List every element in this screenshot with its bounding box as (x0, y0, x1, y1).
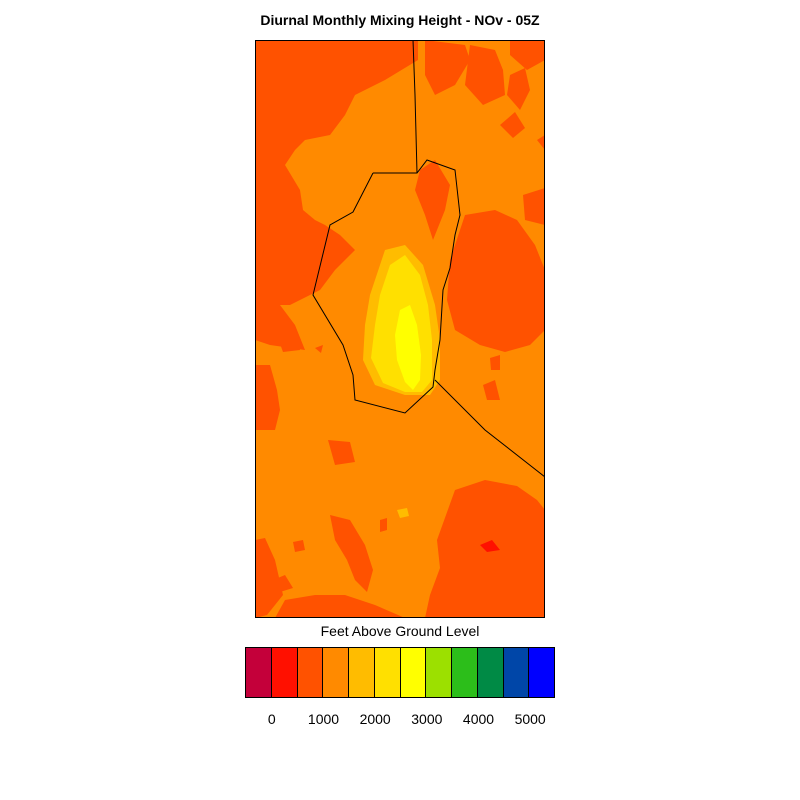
colorbar-swatch-1 (271, 648, 298, 697)
colorbar-tick-label: 2000 (359, 711, 391, 727)
colorbar (245, 647, 555, 698)
mixing-height-map (255, 40, 545, 618)
colorbar-tick-label: 1000 (307, 711, 340, 727)
colorbar-tick-label: 5000 (514, 711, 546, 727)
boundary-north (412, 40, 418, 174)
colorbar-swatch-0 (246, 648, 272, 697)
region-east-edge-2 (523, 188, 545, 225)
region-north (425, 40, 470, 95)
colorbar-swatch-3 (323, 648, 349, 697)
region-small-1 (328, 440, 355, 465)
lake-outline (312, 159, 461, 414)
colorbar-title: Feet Above Ground Level (320, 623, 480, 639)
boundary-lines (312, 40, 545, 478)
region-south-strip (275, 595, 405, 618)
region-red-spot (480, 540, 500, 552)
colorbar-swatch-5 (374, 648, 401, 697)
colorbar-swatch-7 (426, 648, 452, 697)
region-small-3 (483, 380, 500, 400)
colorbar-swatch-11 (529, 648, 554, 697)
colorbar-swatch-10 (503, 648, 530, 697)
region-nw (255, 40, 418, 305)
region-west-small (275, 330, 300, 352)
region-peak-height (395, 305, 421, 390)
colorbar-swatch-4 (349, 648, 375, 697)
colorbar-tick-label: 4000 (462, 711, 495, 727)
region-ne-blob (507, 68, 530, 110)
low-height-regions (255, 40, 545, 618)
region-small-6 (293, 540, 305, 552)
colorbar-swatch-8 (452, 648, 478, 697)
region-ne-small (500, 112, 525, 138)
colorbar-swatch-6 (400, 648, 427, 697)
region-center-north (415, 160, 450, 240)
colorbar-tick-label: 3000 (411, 711, 443, 727)
colorbar-tick-labels: 0 1000 2000 3000 4000 5000 (0, 711, 800, 731)
chart-title: Diurnal Monthly Mixing Height - NOv - 05… (260, 12, 540, 28)
region-mid-dot (397, 508, 409, 518)
region-small-2 (315, 345, 323, 353)
map-svg (255, 40, 545, 618)
region-small-5 (380, 518, 387, 532)
colorbar-swatch-9 (477, 648, 504, 697)
colorbar-tick-label: 0 (267, 711, 276, 727)
region-sw-small (273, 575, 293, 592)
region-mid-west (330, 515, 373, 592)
map-frame (255, 40, 545, 618)
region-ne-corner (510, 40, 545, 70)
region-small-4 (490, 355, 500, 370)
region-ne (465, 45, 505, 105)
colorbar-swatch-2 (297, 648, 324, 697)
boundary-se (434, 379, 545, 478)
region-west-low (255, 365, 280, 430)
region-east-edge (537, 135, 545, 150)
region-sw (255, 538, 283, 618)
region-east-large (447, 210, 545, 352)
